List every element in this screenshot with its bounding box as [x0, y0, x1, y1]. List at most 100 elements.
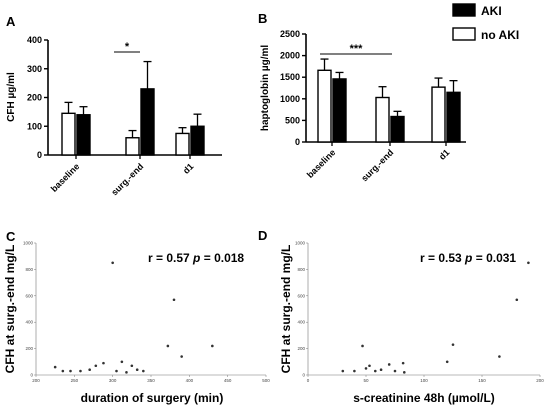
y-tick-label: 1000 — [280, 94, 300, 104]
p-value: = 0.031 — [472, 251, 516, 265]
data-point — [69, 369, 72, 373]
y-tick-label: 400 — [297, 320, 305, 325]
legend-swatch — [452, 27, 476, 41]
panel-letter: B — [258, 11, 267, 26]
data-point — [364, 367, 368, 370]
x-tick-label: 200 — [32, 378, 40, 383]
x-tick-label: 150 — [478, 378, 486, 383]
x-axis-title: s-creatinine 48h (µmol/L) — [353, 391, 495, 405]
data-point — [527, 261, 530, 265]
data-point — [387, 363, 391, 366]
y-axis-title: CFH at surg.-end mg/L — [279, 245, 293, 374]
data-point — [498, 355, 501, 358]
data-point — [79, 369, 82, 373]
data-point — [401, 361, 405, 365]
x-tick-label: 300 — [109, 378, 117, 383]
bar-aki — [140, 88, 155, 156]
p-label: p — [192, 251, 200, 265]
p-value: = 0.018 — [200, 251, 244, 265]
bar-aki — [190, 125, 205, 156]
correlation-stat: r = 0.57 p = 0.018 — [148, 251, 244, 265]
x-tick-label: 100 — [420, 378, 428, 383]
y-axis-title: CFH at surg.-end mg/L — [3, 245, 17, 374]
panel-letter: D — [258, 228, 267, 243]
legend-label: no AKI — [481, 28, 519, 42]
data-point — [130, 364, 134, 368]
data-point — [361, 344, 364, 348]
panel-b: B 0 500 1000 1500 2000 2500 haptoglobin µg/ml ba… — [258, 11, 466, 183]
category-label: surg.-end — [359, 147, 395, 183]
bar-aki — [390, 115, 405, 143]
x-tick-label: 50 — [363, 378, 369, 383]
r-value: r = 0.57 — [148, 251, 193, 265]
data-point — [172, 298, 176, 302]
data-point — [102, 361, 105, 365]
data-point — [379, 368, 383, 372]
data-point — [341, 369, 345, 373]
panel-letter: A — [6, 14, 16, 29]
y-tick-label: 400 — [25, 320, 33, 325]
x-tick-label: 400 — [186, 378, 194, 383]
data-point — [88, 368, 91, 372]
data-point — [402, 371, 406, 374]
y-tick-label: 1000 — [295, 241, 306, 246]
p-label: p — [464, 251, 472, 265]
y-tick-label: 600 — [25, 293, 33, 298]
data-point — [111, 261, 114, 265]
x-tick-label: 450 — [224, 378, 232, 383]
y-tick-label: 600 — [297, 293, 305, 298]
y-tick-label: 500 — [285, 115, 300, 125]
data-point — [353, 369, 356, 373]
y-tick-label: 400 — [27, 35, 42, 45]
y-tick-label: 800 — [297, 267, 305, 272]
data-point — [61, 369, 65, 373]
y-tick-label: 0 — [302, 373, 305, 378]
data-point — [368, 364, 371, 368]
y-axis-title: haptoglobin µg/ml — [260, 45, 271, 132]
data-point — [166, 344, 170, 348]
data-point — [373, 369, 377, 373]
data-point — [94, 364, 98, 368]
panel-letter: C — [6, 229, 16, 244]
r-value: r = 0.53 — [420, 251, 465, 265]
category-label: d1 — [437, 147, 452, 162]
bar-aki — [76, 114, 91, 156]
y-tick-label: 0 — [30, 373, 33, 378]
legend: AKI no AKI — [452, 3, 519, 42]
bar-no-aki — [431, 86, 446, 143]
data-point — [393, 369, 397, 373]
category-label: baseline — [49, 161, 82, 194]
category-label: d1 — [181, 161, 196, 176]
bar-aki — [332, 78, 347, 143]
y-tick-label: 0 — [37, 150, 42, 160]
y-tick-label: 1500 — [280, 72, 300, 82]
y-tick-label: 0 — [295, 137, 300, 147]
category-label: baseline — [305, 147, 338, 180]
data-point — [180, 355, 183, 358]
y-tick-label: 200 — [25, 346, 33, 351]
bar-no-aki — [375, 96, 390, 143]
x-tick-label: 350 — [147, 378, 155, 383]
y-tick-label: 300 — [27, 64, 42, 74]
data-point — [211, 344, 214, 348]
bar-no-aki — [61, 112, 76, 156]
data-point — [135, 368, 139, 372]
y-tick-label: 200 — [27, 93, 42, 103]
bar-aki — [446, 91, 461, 143]
x-axis-title: duration of surgery (min) — [81, 391, 224, 405]
data-point — [120, 360, 124, 364]
y-tick-label: 200 — [297, 346, 305, 351]
data-point — [115, 369, 118, 373]
data-point — [451, 343, 455, 346]
y-tick-label: 1000 — [23, 241, 34, 246]
y-tick-label: 2500 — [280, 29, 300, 39]
significance-marker: *** — [350, 43, 364, 55]
y-tick-label: 800 — [25, 267, 33, 272]
data-point — [53, 365, 57, 369]
legend-label: AKI — [481, 4, 502, 18]
data-point — [445, 360, 449, 364]
panel-d: D 0 200 400 600 800 1000 0 50 100 150 200 s-creatini… — [258, 228, 544, 405]
bar-no-aki — [175, 132, 190, 156]
y-axis-title: CFH µg/ml — [6, 72, 17, 122]
